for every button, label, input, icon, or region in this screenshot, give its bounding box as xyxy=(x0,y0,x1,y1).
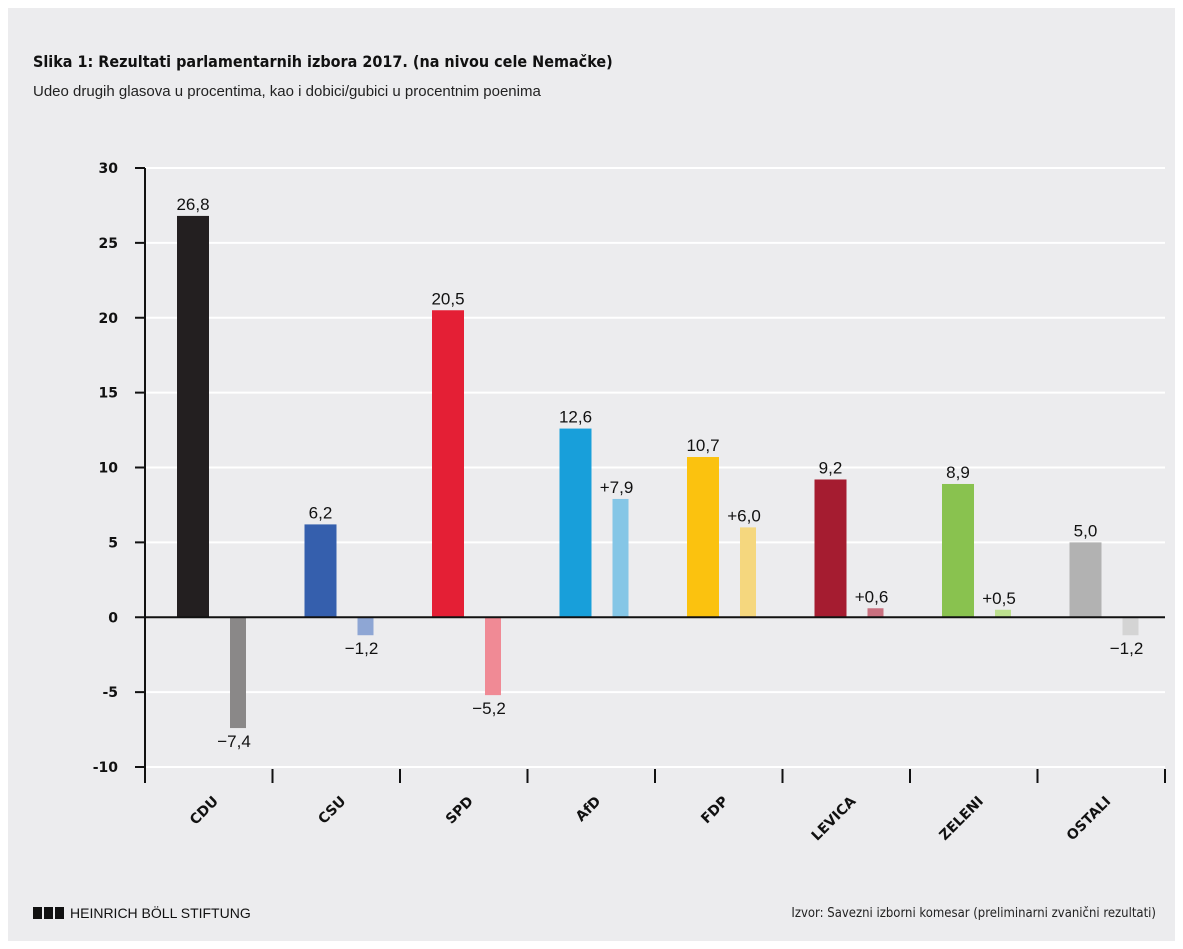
bars xyxy=(177,215,1139,729)
change-bar-levica xyxy=(867,608,884,618)
result-bar-levica xyxy=(814,479,847,618)
x-label-afd: AfD xyxy=(573,794,604,825)
x-label-cdu: CDU xyxy=(187,794,222,829)
result-bar-ostali xyxy=(1069,542,1102,618)
result-label-levica: 9,2 xyxy=(819,458,843,477)
x-label-fdp: FDP xyxy=(698,794,732,828)
change-bar-fdp xyxy=(740,527,756,618)
result-bar-zeleni xyxy=(942,483,974,618)
value-labels: 26,8 −7,4 6,2 −1,2 20,5 −5,2 12,6 +7,9 10,7 +6,0 9… xyxy=(176,195,1143,751)
x-label-spd: SPD xyxy=(443,794,477,828)
change-label-cdu: −7,4 xyxy=(217,732,251,751)
result-label-csu: 6,2 xyxy=(309,503,333,522)
change-bar-cdu xyxy=(230,617,246,729)
y-tick-label: 10 xyxy=(99,461,119,477)
x-axis-labels: CDU CSU SPD AfD FDP LEVICA ZELENI OSTALI xyxy=(187,793,1114,844)
change-label-zeleni: +0,5 xyxy=(982,589,1016,608)
change-bar-zeleni xyxy=(995,609,1011,618)
result-label-ostali: 5,0 xyxy=(1074,521,1098,540)
y-tick-label: -5 xyxy=(102,685,118,701)
change-bar-csu xyxy=(357,617,374,636)
brand-bars-icon xyxy=(33,907,64,919)
x-label-zeleni: ZELENI xyxy=(937,794,987,844)
brand-name: HEINRICH BÖLL STIFTUNG xyxy=(70,905,251,921)
x-label-levica: LEVICA xyxy=(809,793,860,844)
result-bar-spd xyxy=(432,310,464,618)
result-label-spd: 20,5 xyxy=(431,289,464,308)
y-tick-label: 15 xyxy=(99,386,118,402)
result-label-cdu: 26,8 xyxy=(176,195,209,214)
brand-logo: HEINRICH BÖLL STIFTUNG xyxy=(33,905,251,921)
x-label-ostali: OSTALI xyxy=(1064,794,1115,845)
change-label-levica: +0,6 xyxy=(855,587,889,606)
result-bar-csu xyxy=(304,524,337,618)
source-note: Izvor: Savezni izborni komesar (prelimin… xyxy=(791,906,1156,921)
result-bar-cdu xyxy=(177,215,209,618)
result-label-zeleni: 8,9 xyxy=(946,463,970,482)
y-tick-label: -10 xyxy=(93,760,119,776)
y-tick-label: 30 xyxy=(99,161,119,177)
change-label-fdp: +6,0 xyxy=(727,506,761,525)
y-axis-ticks: 30 25 20 15 10 5 0 -5 -10 xyxy=(93,161,145,776)
change-bar-ostali xyxy=(1122,617,1139,636)
result-label-fdp: 10,7 xyxy=(686,436,719,455)
change-bar-afd xyxy=(612,498,629,618)
y-tick-label: 5 xyxy=(108,535,118,551)
change-label-csu: −1,2 xyxy=(345,639,379,658)
x-label-csu: CSU xyxy=(315,794,349,828)
change-label-afd: +7,9 xyxy=(600,478,634,497)
x-axis-ticks xyxy=(144,769,1166,783)
axes xyxy=(144,168,1165,769)
y-tick-label: 0 xyxy=(108,610,118,626)
chart-title: Slika 1: Rezultati parlamentarnih izbora… xyxy=(33,52,613,71)
result-bar-fdp xyxy=(687,457,719,618)
gridlines xyxy=(145,167,1165,768)
y-tick-label: 20 xyxy=(99,311,119,327)
chart-subtitle: Udeo drugih glasova u procentima, kao i … xyxy=(33,83,541,100)
change-label-ostali: −1,2 xyxy=(1110,639,1144,658)
change-bar-spd xyxy=(485,617,501,696)
result-bar-afd xyxy=(559,428,592,618)
change-label-spd: −5,2 xyxy=(472,699,506,718)
y-tick-label: 25 xyxy=(99,236,118,252)
result-label-afd: 12,6 xyxy=(559,408,592,427)
